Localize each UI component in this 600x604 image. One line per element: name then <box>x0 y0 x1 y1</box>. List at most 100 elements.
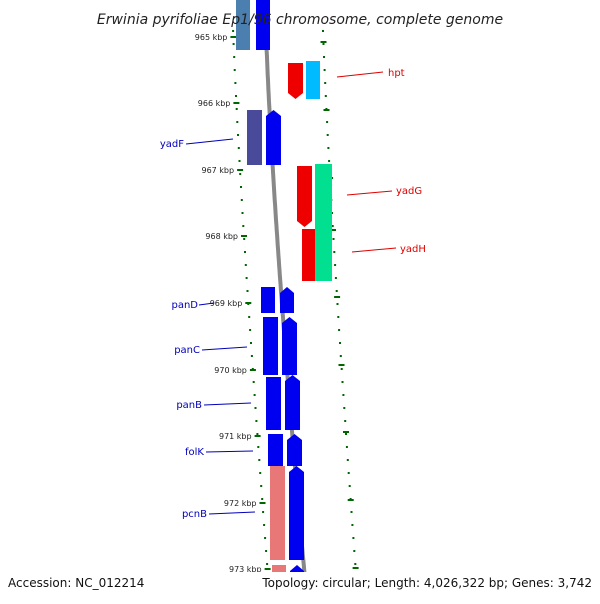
gene-yadF <box>247 110 262 165</box>
gene-label-hpt[interactable]: hpt <box>388 68 405 79</box>
gene-label-panB[interactable]: panB <box>176 400 202 411</box>
ruler-dot <box>345 446 348 448</box>
ruler-dot <box>326 134 329 136</box>
label-leader-line <box>208 511 256 515</box>
gene-block <box>280 287 294 313</box>
label-leader-line <box>198 302 215 306</box>
tick-mark <box>330 229 336 231</box>
tick-mark <box>264 568 271 570</box>
ruler-dot <box>323 56 325 58</box>
ruler-dot <box>342 394 345 396</box>
ruler-dot <box>254 407 257 409</box>
ruler-dot <box>239 173 242 175</box>
gene-block <box>287 434 302 466</box>
ruler-dot <box>322 43 325 45</box>
label-leader-line <box>203 402 252 406</box>
ruler-dot <box>256 433 259 435</box>
tick-mark <box>245 302 252 304</box>
tick-mark <box>323 109 330 111</box>
ruler-dot <box>327 147 330 149</box>
ruler-dot <box>250 355 253 357</box>
tick-label: 965 kbp <box>195 33 228 42</box>
tick-label: 969 kbp <box>210 299 243 308</box>
ruler-dot <box>331 225 334 227</box>
tick-mark <box>259 502 266 504</box>
ruler-dot <box>234 82 237 84</box>
ruler-dot <box>339 355 342 357</box>
label-leader-line <box>185 138 234 145</box>
ruler-dot <box>236 121 239 123</box>
ruler-dot <box>354 563 357 565</box>
ruler-dot <box>353 550 356 552</box>
gene-label-yadH[interactable]: yadH <box>400 244 426 255</box>
label-leader-line <box>201 346 248 351</box>
tick-mark <box>237 169 244 171</box>
ruler-dot <box>340 368 343 370</box>
gene-labels: hpt yadF yadG yadH panD panC panB folK pcnB <box>160 68 426 520</box>
gene-pcnB <box>270 466 285 560</box>
ruler-dot <box>324 82 327 84</box>
ruler-dot <box>350 511 353 513</box>
ruler-dot <box>252 381 255 383</box>
gene-yadG <box>297 166 312 227</box>
ruler-dot <box>232 43 235 45</box>
ruler-dot <box>322 30 324 32</box>
ruler-dot <box>242 225 245 227</box>
gene-label-yadF[interactable]: yadF <box>160 139 184 150</box>
ruler-dot <box>262 511 265 513</box>
ruler-dot <box>334 277 337 279</box>
ruler-dot <box>232 30 235 32</box>
ruler-dot <box>324 95 327 97</box>
ruler-dot <box>323 69 326 71</box>
ruler-dot <box>345 433 347 435</box>
ruler-dot <box>240 199 243 201</box>
gene-folK <box>268 434 283 466</box>
ruler-dot <box>336 303 339 305</box>
ruler-dot <box>244 264 247 266</box>
ruler-dot <box>341 381 344 383</box>
gene-features <box>236 0 332 600</box>
ruler-dot <box>250 342 252 344</box>
gene-hpt <box>288 63 303 99</box>
tick-label: 972 kbp <box>224 499 257 508</box>
ruler-dot <box>233 69 236 71</box>
ruler-dot <box>343 407 346 409</box>
gene-block <box>306 61 320 99</box>
label-leader-line <box>351 247 397 253</box>
tick-label: 971 kbp <box>219 432 252 441</box>
tick-label: 970 kbp <box>214 366 247 375</box>
tick-mark <box>249 369 256 371</box>
gene-label-panD[interactable]: panD <box>171 300 198 311</box>
ruler-dot <box>265 550 268 552</box>
accession-text: Accession: NC_012214 <box>8 576 144 590</box>
footer-background <box>0 572 600 600</box>
ruler-dot <box>344 420 347 422</box>
ruler-dot <box>264 537 267 539</box>
tick-label: 967 kbp <box>201 166 234 175</box>
gene-block <box>289 466 304 560</box>
ruler-dot <box>348 485 351 487</box>
ruler-dot <box>246 290 249 292</box>
ruler-dot <box>339 342 341 344</box>
tick-mark <box>343 431 349 433</box>
tick-mark <box>338 364 345 366</box>
gene-panB <box>266 377 281 430</box>
tick-mark <box>254 435 261 437</box>
gene-label-folK[interactable]: folK <box>185 447 204 458</box>
ruler-dot <box>338 329 341 331</box>
gene-block <box>236 0 250 50</box>
ruler-dot <box>244 251 246 253</box>
tick-mark <box>320 41 327 43</box>
gene-block <box>282 317 297 375</box>
gene-label-panC[interactable]: panC <box>174 345 200 356</box>
ruler-dot <box>237 134 239 136</box>
gene-block <box>266 110 281 165</box>
gene-label-pcnB[interactable]: pcnB <box>182 509 207 520</box>
ruler-dot <box>351 524 354 526</box>
ruler-dot <box>337 316 340 318</box>
gene-label-yadG[interactable]: yadG <box>396 186 422 197</box>
tick-mark <box>347 499 354 501</box>
tick-mark <box>241 235 247 237</box>
